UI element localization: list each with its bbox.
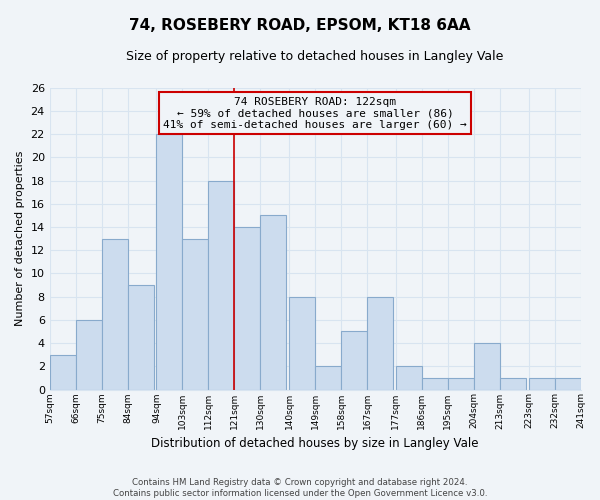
Bar [235,227,260,390]
Text: 74, ROSEBERY ROAD, EPSOM, KT18 6AA: 74, ROSEBERY ROAD, EPSOM, KT18 6AA [129,18,471,32]
Bar [208,180,235,390]
Bar [157,134,182,390]
Bar [341,332,367,390]
Bar [101,238,128,390]
Text: Contains HM Land Registry data © Crown copyright and database right 2024.
Contai: Contains HM Land Registry data © Crown c… [113,478,487,498]
Y-axis label: Number of detached properties: Number of detached properties [15,151,25,326]
Bar [396,366,422,390]
Bar [448,378,474,390]
Bar [76,320,101,390]
Title: Size of property relative to detached houses in Langley Vale: Size of property relative to detached ho… [127,50,504,63]
Bar [260,216,286,390]
Bar [422,378,448,390]
Bar [367,296,393,390]
Bar [500,378,526,390]
Bar [128,285,154,390]
Bar [289,296,315,390]
Bar [529,378,554,390]
Bar [50,354,76,390]
Bar [554,378,581,390]
Bar [315,366,341,390]
Bar [474,343,500,390]
Bar [182,238,208,390]
X-axis label: Distribution of detached houses by size in Langley Vale: Distribution of detached houses by size … [151,437,479,450]
Text: 74 ROSEBERY ROAD: 122sqm
← 59% of detached houses are smaller (86)
41% of semi-d: 74 ROSEBERY ROAD: 122sqm ← 59% of detach… [163,97,467,130]
